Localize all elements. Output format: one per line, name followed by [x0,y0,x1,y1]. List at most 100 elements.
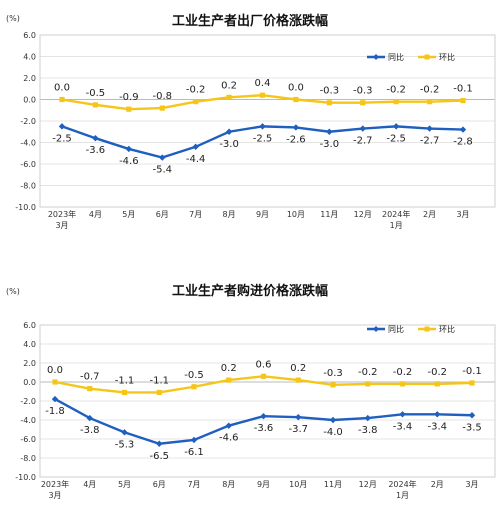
plot-frame [39,324,496,478]
chart-title: 工业生产者购进价格涨跌幅 [172,283,328,299]
data-label: -3.4 [427,421,447,432]
data-label: -0.9 [119,92,139,103]
data-point [326,128,333,135]
data-label: -0.3 [323,368,343,379]
data-point [86,414,93,422]
x-tick-label: 5月 [122,210,135,219]
data-point [226,94,232,100]
data-label: -4.6 [119,156,139,167]
x-tick-label: 2024年 [382,209,410,219]
data-point [190,436,198,444]
y-tick-label: 0.0 [23,378,36,387]
data-label: -0.2 [186,85,206,96]
y-tick-label: 2.0 [23,359,36,368]
legend-label: 环比 [439,324,455,334]
data-label: -0.2 [358,367,378,378]
data-label: -1.8 [45,406,65,417]
data-label: -2.5 [253,133,273,144]
data-point [225,128,233,135]
x-tick-label: 2月 [431,480,444,489]
data-label: -1.1 [149,375,169,386]
data-label: -2.7 [420,136,440,147]
data-point [87,386,93,392]
y-tick-label: -4.0 [20,139,36,148]
y-tick-label: -8.0 [20,182,36,191]
data-label: -6.1 [184,447,204,458]
x-tick-label: 10月 [287,210,305,219]
data-point [52,379,58,385]
data-label: -3.5 [462,422,482,433]
data-point [468,412,476,419]
data-point [393,99,399,105]
data-point [326,100,332,106]
data-label: 0.4 [255,78,271,89]
legend-marker [424,54,430,60]
data-point [156,389,162,396]
x-tick-label: 3月 [48,491,61,500]
data-label: -3.0 [320,139,340,150]
data-label: -3.6 [254,423,274,434]
data-point [295,413,302,421]
data-label: 0.0 [288,83,304,94]
legend-label: 同比 [388,52,404,62]
data-point [329,416,337,424]
x-tick-label: 8月 [223,210,236,219]
data-label: 0.2 [221,80,237,91]
data-point [159,154,166,161]
series-yoy: -2.5 -3.6 -4.6 -5.4 -4.4 -3.0 -2.5 -2.6 -3.0 -2.7… [52,123,473,176]
data-label: -3.6 [86,145,106,156]
x-tick-label: 9月 [256,210,269,219]
data-point [426,99,433,105]
legend-marker [373,54,379,60]
y-tick-label: 6.0 [23,321,36,330]
data-label: -4.4 [186,154,206,165]
x-tick-label: 7月 [189,210,202,219]
data-label: -0.2 [420,85,440,96]
data-label: -4.6 [219,433,239,444]
data-point [126,106,132,112]
data-point [399,381,406,387]
x-tick-label: 2月 [423,210,436,219]
legend: 同比 环比 [367,52,455,62]
x-tick-label: 1月 [396,491,409,500]
data-label: -3.8 [358,425,378,436]
data-point [260,373,267,379]
x-tick-label: 2023年 [41,479,69,489]
data-label: -0.2 [427,367,447,378]
y-tick-label: 4.0 [23,53,36,62]
x-tick-label: 12月 [359,480,377,489]
data-label: -0.8 [152,91,172,102]
x-tick-label: 3月 [465,480,478,489]
legend-marker [373,326,379,332]
data-label: -0.3 [353,86,373,97]
data-label: -5.4 [152,165,172,176]
chart-1: 工业生产者出厂价格涨跌幅 (%)6.0 4.0 2.0 0.0 -2.0 -4.0 -6.0 -… [6,13,496,230]
data-point [193,99,199,105]
y-tick-label: -10.0 [15,203,36,212]
x-tick-label: 4月 [89,210,102,219]
data-label: -5.3 [115,439,135,450]
data-point [259,92,266,98]
data-label: -3.7 [288,424,308,435]
data-point [226,377,232,383]
x-tick-label: 11月 [324,480,342,489]
data-label: 0.0 [54,83,70,94]
data-label: 0.6 [256,359,272,370]
data-point [58,123,66,130]
data-label: -3.8 [80,425,100,436]
x-tick-label: 1月 [390,221,403,230]
data-label: -0.5 [86,88,106,99]
x-tick-label: 6月 [156,210,169,219]
data-point [125,145,133,153]
data-label: 0.2 [290,363,306,374]
data-label: -2.5 [52,133,72,144]
data-label: -0.1 [462,366,482,377]
y-tick-label: 0.0 [23,96,36,105]
data-point [92,102,99,108]
data-label: -2.5 [386,133,406,144]
data-label: 0.2 [221,363,237,374]
data-point [360,100,366,106]
data-point [156,440,163,447]
legend-marker [424,326,430,332]
